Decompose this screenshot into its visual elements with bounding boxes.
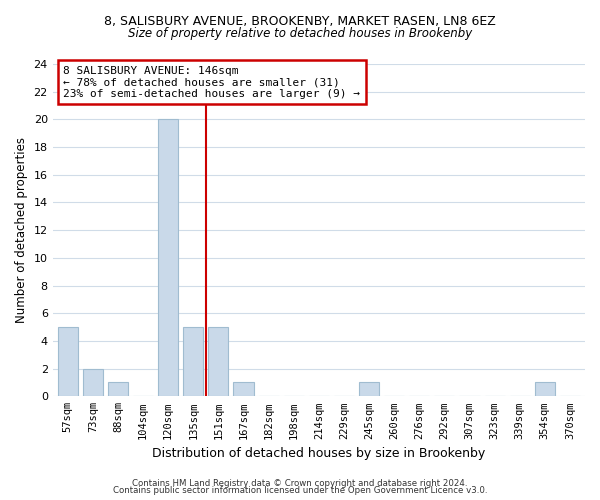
Bar (359, 382, 379, 396)
Bar (183, 327, 203, 396)
Bar (158, 120, 178, 396)
Text: Contains public sector information licensed under the Open Government Licence v3: Contains public sector information licen… (113, 486, 487, 495)
Bar (108, 382, 128, 396)
Bar (535, 382, 555, 396)
Bar (58, 327, 78, 396)
Text: 8 SALISBURY AVENUE: 146sqm
← 78% of detached houses are smaller (31)
23% of semi: 8 SALISBURY AVENUE: 146sqm ← 78% of deta… (64, 66, 361, 99)
Bar (208, 327, 229, 396)
Text: Contains HM Land Registry data © Crown copyright and database right 2024.: Contains HM Land Registry data © Crown c… (132, 478, 468, 488)
X-axis label: Distribution of detached houses by size in Brookenby: Distribution of detached houses by size … (152, 447, 485, 460)
Y-axis label: Number of detached properties: Number of detached properties (15, 137, 28, 323)
Bar (233, 382, 254, 396)
Text: 8, SALISBURY AVENUE, BROOKENBY, MARKET RASEN, LN8 6EZ: 8, SALISBURY AVENUE, BROOKENBY, MARKET R… (104, 15, 496, 28)
Bar (83, 368, 103, 396)
Text: Size of property relative to detached houses in Brookenby: Size of property relative to detached ho… (128, 28, 472, 40)
